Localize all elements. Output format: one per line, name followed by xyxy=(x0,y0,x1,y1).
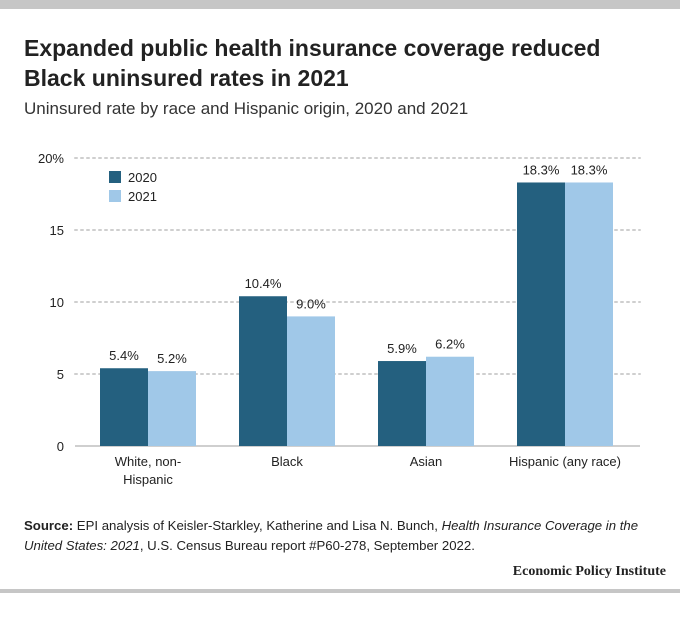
bar xyxy=(378,361,426,446)
data-label: 10.4% xyxy=(245,276,282,291)
y-tick-label: 5 xyxy=(57,367,64,382)
bar xyxy=(148,371,196,446)
legend-label: 2021 xyxy=(128,189,157,204)
category-label: White, non- xyxy=(115,454,181,469)
bar-chart: 0 5 10 15 20% 5.4% 10.4% 5.9% 18.3% 5.2% 9.0% 6.2% 1… xyxy=(38,151,641,487)
y-tick-label: 10 xyxy=(50,295,64,310)
data-label: 18.3% xyxy=(523,162,560,177)
source-label: Source: xyxy=(24,518,74,533)
bar xyxy=(239,296,287,446)
y-tick-label: 20% xyxy=(38,151,64,166)
title-line-2: Black uninsured rates in 2021 xyxy=(24,65,349,91)
category-label: Hispanic xyxy=(123,472,173,487)
y-tick-label: 15 xyxy=(50,223,64,238)
data-label: 9.0% xyxy=(296,296,326,311)
bottom-rule xyxy=(0,589,680,593)
category-label: Hispanic (any race) xyxy=(509,454,621,469)
data-label: 5.2% xyxy=(157,351,187,366)
y-tick-label: 0 xyxy=(57,439,64,454)
bar xyxy=(426,356,474,446)
title-line-1: Expanded public health insurance coverag… xyxy=(24,35,601,61)
data-label: 6.2% xyxy=(435,337,465,352)
top-rule xyxy=(0,0,680,9)
legend-swatch xyxy=(109,190,121,202)
source-text-2: , U.S. Census Bureau report #P60-278, Se… xyxy=(139,538,475,553)
bar xyxy=(517,182,565,447)
source-text-1: EPI analysis of Keisler-Starkley, Kather… xyxy=(76,518,442,533)
chart-title: Expanded public health insurance coverag… xyxy=(24,33,664,93)
source-report-title: Health Insurance Coverage in the United … xyxy=(24,518,639,553)
chart-subtitle: Uninsured rate by race and Hispanic orig… xyxy=(24,99,469,118)
brand-logo-text: Economic Policy Institute xyxy=(512,564,666,579)
data-label: 18.3% xyxy=(571,162,608,177)
category-label: Asian xyxy=(410,454,443,469)
bar xyxy=(100,368,148,446)
category-label: Black xyxy=(271,454,303,469)
bar xyxy=(287,316,335,446)
data-label: 5.4% xyxy=(109,348,139,363)
source-note: Source: EPI analysis of Keisler-Starkley… xyxy=(24,516,660,556)
bar xyxy=(565,182,613,447)
data-label: 5.9% xyxy=(387,341,417,356)
legend-label: 2020 xyxy=(128,170,157,185)
legend-swatch xyxy=(109,171,121,183)
